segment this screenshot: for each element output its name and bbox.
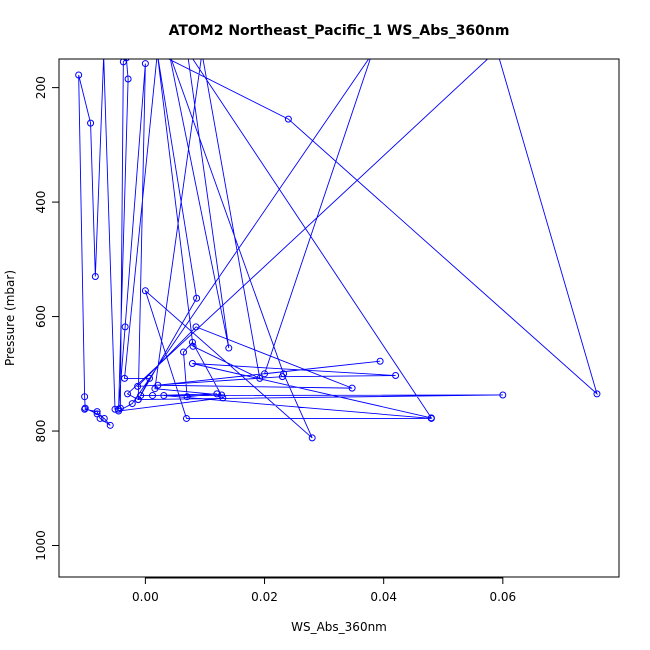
y-tick-label: 1000 [34, 530, 48, 561]
y-axis: 200 400 600 800 1000 [34, 76, 60, 561]
data-point [149, 392, 157, 400]
data-point [100, 414, 108, 422]
data-point [81, 404, 89, 412]
data-point [146, 374, 154, 382]
data-point [593, 390, 601, 398]
data-point [154, 50, 160, 56]
data-point [124, 75, 132, 83]
x-tick-label: 0.04 [370, 590, 397, 604]
data-point [121, 323, 129, 331]
data-point [199, 50, 205, 56]
data-point [184, 47, 190, 53]
data-point [93, 410, 101, 418]
data-point [119, 59, 127, 66]
data-point [141, 60, 149, 68]
data-point [213, 390, 221, 398]
data-point [128, 400, 136, 408]
y-tick-label: 600 [34, 305, 48, 328]
data-point [392, 372, 400, 380]
y-tick-label: 800 [34, 420, 48, 443]
data-point [494, 47, 500, 53]
data-point [284, 115, 292, 123]
data-point [218, 391, 226, 399]
data-point [225, 344, 233, 352]
data-point [87, 119, 95, 127]
data-series [75, 47, 601, 442]
y-tick-label: 400 [34, 191, 48, 214]
data-point [134, 382, 142, 390]
data-point [427, 414, 435, 422]
x-tick-label: 0.06 [489, 590, 516, 604]
data-point [192, 323, 200, 331]
data-point [166, 50, 172, 56]
data-point [124, 390, 132, 398]
data-point [256, 374, 264, 382]
data-point [499, 391, 507, 399]
plot-frame [58, 58, 620, 578]
data-point [188, 338, 196, 346]
x-tick-label: 0.00 [132, 590, 159, 604]
data-point [183, 393, 191, 401]
data-point [141, 287, 149, 295]
data-point [75, 71, 83, 79]
data-point [369, 51, 375, 57]
data-point [91, 273, 99, 281]
x-axis-label: WS_Abs_360nm [291, 620, 387, 634]
data-point [106, 421, 114, 429]
data-point [81, 393, 89, 401]
data-point [123, 59, 130, 62]
chart-title: ATOM2 Northeast_Pacific_1 WS_Abs_360nm [169, 23, 510, 39]
data-point [280, 370, 288, 378]
data-point [193, 294, 201, 302]
data-point [188, 360, 196, 368]
data-point [115, 407, 123, 415]
data-point [134, 396, 142, 404]
data-point [101, 59, 106, 60]
y-axis-label: Pressure (mbar) [3, 270, 17, 366]
data-point [189, 342, 197, 350]
data-point [121, 374, 129, 382]
data-point [182, 414, 190, 422]
data-point [376, 357, 384, 365]
y-tick-label: 200 [34, 76, 48, 99]
x-axis: 0.00 0.02 0.04 0.06 [132, 577, 516, 604]
data-point [151, 385, 159, 393]
data-point [261, 370, 269, 378]
data-point [308, 434, 316, 442]
data-point [180, 348, 188, 356]
data-point [154, 50, 160, 56]
data-point [348, 384, 356, 392]
data-point [93, 408, 101, 416]
x-tick-label: 0.02 [251, 590, 278, 604]
data-point [160, 392, 168, 400]
series-line [78, 59, 598, 439]
